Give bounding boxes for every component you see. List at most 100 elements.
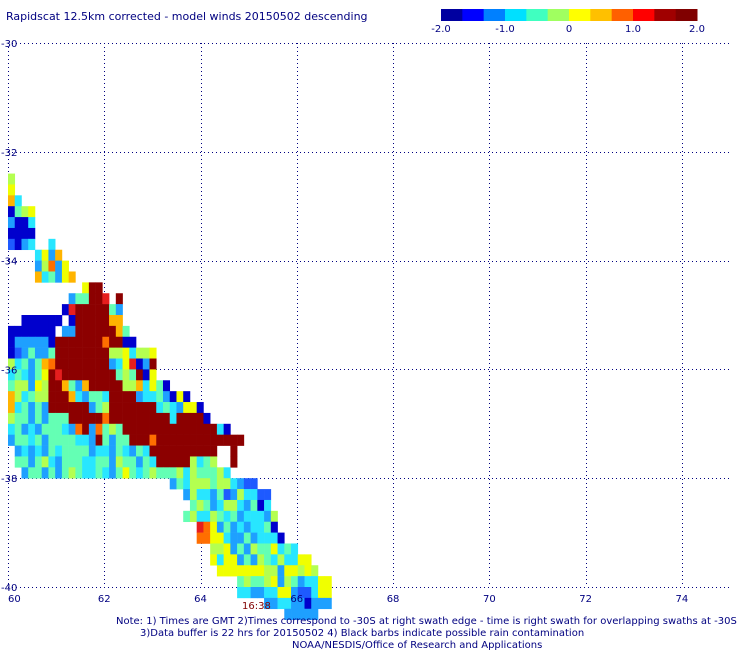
wind-cell-168 — [136, 369, 144, 381]
wind-cell-294 — [95, 423, 103, 435]
wind-cell-394 — [109, 456, 117, 468]
wind-cell-54 — [115, 304, 123, 316]
wind-cell-91 — [41, 336, 49, 348]
wind-cell-541 — [270, 554, 278, 566]
wind-cell-590 — [264, 597, 272, 610]
wind-cell-508 — [210, 532, 218, 544]
wind-cell-439 — [210, 467, 218, 479]
wind-cell-243 — [149, 402, 157, 414]
wind-cell-124 — [136, 347, 144, 359]
wind-cell-119 — [102, 347, 110, 359]
wind-cell-287 — [48, 423, 56, 435]
wind-cell-490 — [250, 510, 258, 523]
wind-cell-562 — [237, 576, 245, 588]
wind-cell-23 — [48, 249, 56, 261]
wind-cell-488 — [237, 510, 245, 523]
colorbar-tick-label-0: -2.0 — [431, 24, 451, 35]
wind-cell-519 — [210, 543, 218, 555]
wind-cell-283 — [21, 423, 29, 435]
wind-cell-505 — [270, 521, 278, 533]
wind-cell-354 — [48, 445, 56, 457]
wind-cell-286 — [41, 423, 49, 435]
wind-cell-22 — [41, 249, 49, 261]
wind-cell-538 — [250, 554, 258, 566]
wind-cell-194 — [162, 380, 171, 392]
wind-cell-158 — [68, 369, 76, 381]
wind-cell-129 — [21, 358, 29, 370]
wind-cell-307 — [183, 423, 191, 435]
wind-cell-188 — [122, 380, 130, 392]
x-tick-labels: 60 62 64 66 68 70 72 74 — [8, 594, 688, 605]
wind-cell-507 — [203, 532, 211, 544]
wind-cell-447 — [203, 478, 211, 490]
wind-cell-426 — [122, 467, 130, 479]
wind-cell-598 — [317, 597, 326, 610]
wind-cell-583 — [284, 587, 292, 599]
wind-cell-408 — [203, 456, 211, 468]
wind-cell-161 — [88, 369, 96, 381]
wind-cell-547 — [216, 565, 224, 577]
wind-cell-178 — [55, 380, 63, 392]
wind-cell-143 — [115, 358, 123, 370]
wind-cell-509 — [216, 532, 224, 544]
wind-cell-280 — [203, 412, 211, 425]
wind-cell-403 — [169, 456, 177, 468]
wind-cell-231 — [68, 402, 76, 414]
wind-cell-163 — [102, 369, 110, 381]
wind-cell-540 — [264, 554, 272, 566]
wind-cell-17 — [14, 238, 22, 251]
wind-cell-106 — [14, 347, 22, 359]
wind-cell-97 — [82, 336, 90, 348]
wind-cell-179 — [61, 380, 69, 392]
wind-cell-147 — [142, 358, 150, 370]
wind-cell-589 — [324, 587, 332, 599]
wind-cell-208 — [95, 391, 103, 403]
wind-cell-336 — [156, 434, 164, 446]
wind-cell-320 — [48, 434, 56, 446]
wind-cell-170 — [149, 369, 157, 381]
x-tick-label-6: 72 — [579, 594, 592, 605]
wind-cell-322 — [61, 434, 69, 446]
wind-cell-133 — [48, 358, 56, 370]
wind-cell-131 — [34, 358, 42, 370]
wind-cell-493 — [270, 510, 278, 523]
wind-cell-68 — [115, 315, 123, 327]
wind-cell-171 — [8, 380, 16, 392]
wind-cell-587 — [311, 587, 319, 599]
wind-cell-448 — [210, 478, 218, 490]
wind-cell-359 — [82, 445, 90, 457]
wind-cell-550 — [237, 565, 245, 577]
wind-cell-282 — [14, 423, 22, 435]
wind-cell-202 — [55, 391, 63, 403]
wind-cell-566 — [264, 576, 272, 588]
wind-cell-551 — [243, 565, 251, 577]
wind-cell-190 — [136, 380, 144, 392]
wind-cell-221 — [183, 391, 191, 403]
wind-cell-169 — [142, 369, 150, 381]
wind-cell-134 — [55, 358, 63, 370]
wind-cell-219 — [169, 391, 177, 403]
wind-cell-481 — [189, 510, 197, 523]
wind-cell-100 — [102, 336, 110, 348]
wind-cell-210 — [109, 391, 117, 403]
wind-cell-233 — [82, 402, 90, 414]
wind-cell-443 — [176, 478, 184, 490]
y-tick-labels: -30 -32 -34 -36 -38 -40 — [1, 39, 17, 594]
wind-cell-492 — [264, 510, 272, 523]
wind-cell-475 — [237, 499, 245, 512]
wind-cell-323 — [68, 434, 76, 446]
wind-cell-125 — [142, 347, 150, 359]
wind-cell-183 — [88, 380, 96, 392]
wind-cell-185 — [102, 380, 110, 392]
wind-cell-62 — [75, 315, 83, 327]
wind-cell-572 — [304, 576, 312, 588]
y-tick-label-5: -40 — [1, 583, 17, 594]
wind-cell-536 — [237, 554, 245, 566]
wind-cell-236 — [102, 402, 110, 414]
colorbar-segment-3 — [505, 9, 527, 21]
wind-cell-515 — [257, 532, 265, 544]
x-tick-label-1: 62 — [98, 594, 111, 605]
footer-credit: NOAA/NESDIS/Office of Research and Appli… — [292, 640, 542, 650]
wind-cell-288 — [55, 423, 63, 435]
wind-cell-500 — [237, 521, 245, 533]
